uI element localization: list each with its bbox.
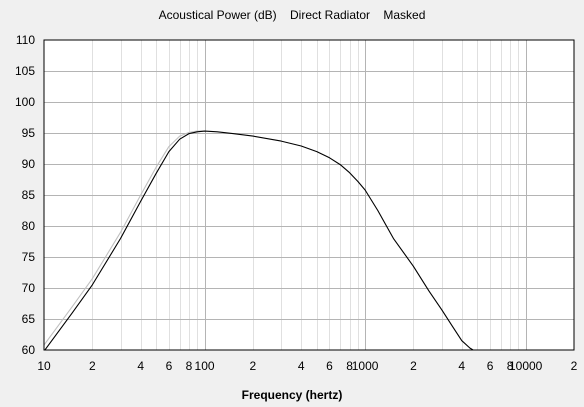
series-line: [44, 130, 205, 346]
plot-border: [43, 39, 575, 351]
y-tick-label: 90: [22, 157, 36, 171]
y-tick-labels: 60 65 70 75 80 85 90 95 100 105 110: [15, 33, 35, 357]
y-tick-label: 85: [22, 188, 36, 202]
x-tick-label: 8: [507, 359, 514, 373]
x-tick-label: 100: [195, 359, 215, 373]
y-tick-label: 105: [15, 64, 35, 78]
y-tick-label: 65: [22, 312, 36, 326]
x-tick-label: 2: [89, 359, 96, 373]
y-tick-label: 110: [16, 33, 35, 47]
x-tick-label: 4: [137, 359, 144, 373]
y-tick-label: 80: [22, 219, 36, 233]
x-axis-label: Frequency (hertz): [242, 388, 343, 402]
x-tick-label: 1000: [352, 359, 379, 373]
x-tick-label: 8: [186, 359, 193, 373]
x-tick-label: 2: [571, 359, 578, 373]
x-tick-label: 8: [346, 359, 353, 373]
x-tick-label: 6: [166, 359, 173, 373]
series-line: [44, 130, 475, 350]
x-tick-label: 2: [250, 359, 257, 373]
y-tick-label: 75: [22, 250, 36, 264]
grid: [44, 40, 574, 350]
chart-title: Acoustical Power (dB) Direct Radiator Ma…: [159, 8, 426, 22]
y-tick-label: 70: [22, 281, 36, 295]
x-tick-label: 10: [37, 359, 51, 373]
series-layer: [44, 130, 475, 350]
y-tick-label: 60: [22, 343, 36, 357]
x-tick-label: 2: [410, 359, 417, 373]
y-tick-label: 100: [15, 95, 35, 109]
x-tick-label: 4: [298, 359, 305, 373]
x-tick-label: 4: [458, 359, 465, 373]
x-tick-label: 6: [487, 359, 494, 373]
y-tick-label: 95: [22, 126, 36, 140]
x-tick-label: 6: [326, 359, 333, 373]
x-tick-label: 10000: [509, 359, 543, 373]
